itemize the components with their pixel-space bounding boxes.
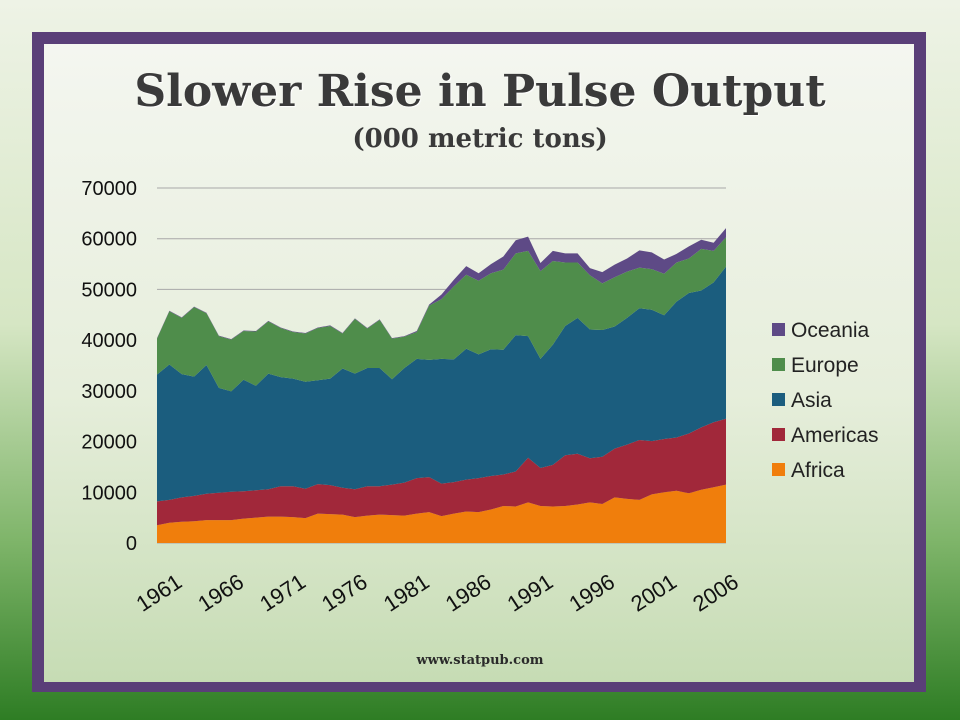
y-tick-label: 0 <box>126 533 137 555</box>
legend-label-americas: Americas <box>791 424 879 447</box>
chart-subtitle: (000 metric tons) <box>352 124 608 154</box>
legend: Oceania Europe Asia Americas Africa <box>772 319 879 482</box>
area-americas <box>157 418 726 526</box>
legend-label-asia: Asia <box>791 389 832 412</box>
chart-title: Slower Rise in Pulse Output <box>134 66 826 117</box>
area-asia <box>157 266 726 502</box>
legend-swatch-africa <box>772 463 785 476</box>
x-axis: 1961 1966 1971 1976 1981 1986 1991 1996 2001 2006 <box>132 569 743 617</box>
y-tick-label: 40000 <box>81 330 137 352</box>
series-areas <box>157 228 726 543</box>
y-tick-label: 70000 <box>81 178 137 200</box>
x-tick-label: 1971 <box>255 569 310 617</box>
legend-swatch-americas <box>772 428 785 441</box>
legend-swatch-asia <box>772 393 785 406</box>
x-tick-label: 1976 <box>317 569 372 617</box>
y-tick-label: 60000 <box>81 229 137 251</box>
area-europe <box>157 237 726 392</box>
x-tick-label: 2001 <box>626 569 681 617</box>
legend-label-oceania: Oceania <box>791 319 870 342</box>
x-tick-label: 1966 <box>193 569 248 617</box>
x-tick-label: 1996 <box>565 569 620 617</box>
legend-swatch-europe <box>772 358 785 371</box>
x-tick-label: 2006 <box>688 569 743 617</box>
x-tick-label: 1981 <box>379 569 434 617</box>
y-tick-label: 30000 <box>81 381 137 403</box>
legend-label-europe: Europe <box>791 354 859 377</box>
y-tick-label: 20000 <box>81 432 137 454</box>
source-url: www.statpub.com <box>416 653 544 668</box>
y-tick-label: 50000 <box>81 279 137 301</box>
x-tick-label: 1991 <box>503 569 558 617</box>
y-axis: 0 10000 20000 30000 40000 50000 60000 70000 <box>81 178 137 555</box>
legend-swatch-oceania <box>772 323 785 336</box>
legend-label-africa: Africa <box>791 459 845 482</box>
area-africa <box>157 484 726 543</box>
x-tick-label: 1986 <box>441 569 496 617</box>
y-tick-label: 10000 <box>81 482 137 504</box>
x-tick-label: 1961 <box>132 569 187 617</box>
